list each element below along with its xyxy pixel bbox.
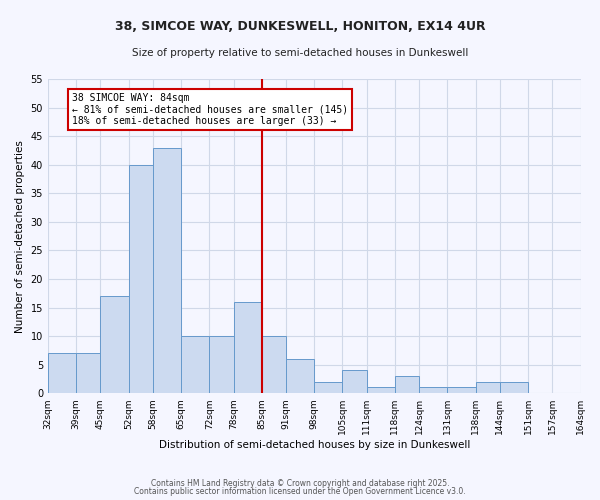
Bar bbox=[76, 353, 100, 393]
Bar bbox=[233, 302, 262, 393]
Bar bbox=[448, 388, 476, 393]
Y-axis label: Number of semi-detached properties: Number of semi-detached properties bbox=[15, 140, 25, 332]
Bar bbox=[286, 359, 314, 393]
Bar bbox=[100, 296, 128, 393]
Bar bbox=[476, 382, 500, 393]
Bar bbox=[419, 388, 448, 393]
Text: Size of property relative to semi-detached houses in Dunkeswell: Size of property relative to semi-detach… bbox=[132, 48, 468, 58]
Text: Contains public sector information licensed under the Open Government Licence v3: Contains public sector information licen… bbox=[134, 487, 466, 496]
X-axis label: Distribution of semi-detached houses by size in Dunkeswell: Distribution of semi-detached houses by … bbox=[158, 440, 470, 450]
Bar bbox=[209, 336, 233, 393]
Bar bbox=[395, 376, 419, 393]
Bar bbox=[128, 164, 153, 393]
Text: 38, SIMCOE WAY, DUNKESWELL, HONITON, EX14 4UR: 38, SIMCOE WAY, DUNKESWELL, HONITON, EX1… bbox=[115, 20, 485, 33]
Bar bbox=[153, 148, 181, 393]
Text: 38 SIMCOE WAY: 84sqm
← 81% of semi-detached houses are smaller (145)
18% of semi: 38 SIMCOE WAY: 84sqm ← 81% of semi-detac… bbox=[72, 94, 348, 126]
Bar bbox=[500, 382, 528, 393]
Bar bbox=[367, 388, 395, 393]
Bar bbox=[343, 370, 367, 393]
Bar bbox=[262, 336, 286, 393]
Bar bbox=[181, 336, 209, 393]
Bar bbox=[314, 382, 343, 393]
Bar bbox=[48, 353, 76, 393]
Text: Contains HM Land Registry data © Crown copyright and database right 2025.: Contains HM Land Registry data © Crown c… bbox=[151, 478, 449, 488]
